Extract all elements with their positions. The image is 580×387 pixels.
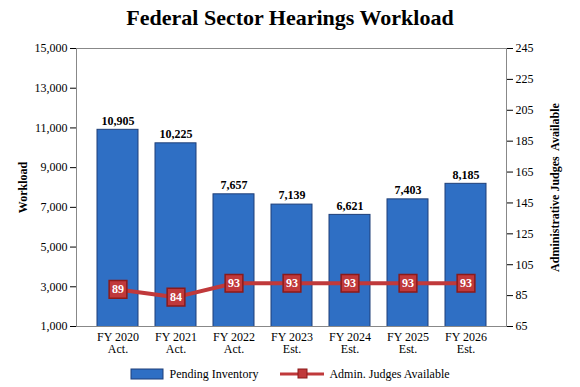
- svg-text:145: 145: [516, 196, 534, 210]
- svg-text:93: 93: [402, 276, 414, 290]
- svg-text:165: 165: [516, 165, 534, 179]
- svg-text:89: 89: [112, 282, 124, 296]
- svg-text:225: 225: [516, 72, 534, 86]
- svg-text:125: 125: [516, 227, 534, 241]
- html-text:Federal Sector Hearings Worklo: Federal Sector Hearings Workload: [126, 5, 454, 30]
- svg-text:5,000: 5,000: [41, 240, 68, 254]
- svg-text:9,000: 9,000: [41, 160, 68, 174]
- svg-text:FY 2020Act.: FY 2020Act.: [97, 330, 139, 356]
- svg-text:65: 65: [516, 319, 528, 333]
- svg-text:FY 2021Act.: FY 2021Act.: [155, 330, 197, 356]
- svg-text:7,657: 7,657: [221, 178, 248, 192]
- svg-text:93: 93: [228, 276, 240, 290]
- svg-text:105: 105: [516, 258, 534, 272]
- svg-text:93: 93: [460, 276, 472, 290]
- svg-text:8,185: 8,185: [453, 168, 480, 182]
- svg-text:93: 93: [344, 276, 356, 290]
- svg-text:FY 2025Est.: FY 2025Est.: [387, 330, 429, 356]
- svg-text:FY 2024Est.: FY 2024Est.: [329, 330, 371, 356]
- svg-text:7,403: 7,403: [395, 183, 422, 197]
- svg-text:Workload: Workload: [16, 162, 30, 214]
- svg-text:10,905: 10,905: [102, 114, 135, 128]
- svg-text:185: 185: [516, 134, 534, 148]
- svg-text:Administrative Judges Availab: Administrative Judges Available: [548, 102, 562, 271]
- svg-text:245: 245: [516, 41, 534, 55]
- svg-text:FY 2022Act.: FY 2022Act.: [213, 330, 255, 356]
- svg-text:10,225: 10,225: [160, 127, 193, 141]
- svg-text:7,139: 7,139: [279, 188, 306, 202]
- svg-text:11,000: 11,000: [35, 121, 68, 135]
- svg-text:7,000: 7,000: [41, 200, 68, 214]
- svg-text:FY 2026Est.: FY 2026Est.: [445, 330, 487, 356]
- svg-text:3,000: 3,000: [41, 280, 68, 294]
- svg-text:6,621: 6,621: [337, 199, 364, 213]
- svg-text:FY 2023Est.: FY 2023Est.: [271, 330, 313, 356]
- svg-text:85: 85: [516, 288, 528, 302]
- svg-text:15,000: 15,000: [35, 41, 68, 55]
- svg-text:13,000: 13,000: [35, 81, 68, 95]
- svg-text:84: 84: [170, 290, 182, 304]
- html-text:Admin. Judges Available: Admin. Judges Available: [329, 366, 450, 381]
- svg-text:1,000: 1,000: [41, 319, 68, 333]
- svg-text:93: 93: [286, 276, 298, 290]
- svg-text:205: 205: [516, 103, 534, 117]
- html-text:Pending Inventory: Pending Inventory: [169, 366, 259, 381]
